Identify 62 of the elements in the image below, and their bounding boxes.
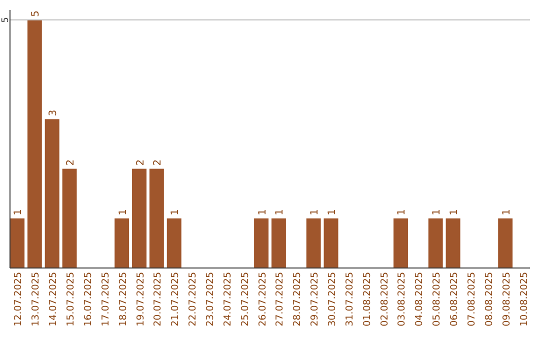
- bar: [306, 218, 321, 268]
- bar: [132, 168, 146, 268]
- data-label: 2: [66, 159, 77, 166]
- bar: [166, 218, 182, 268]
- x-tick-label: 01.08.2025: [362, 272, 373, 326]
- bar: [62, 168, 77, 268]
- x-tick-label: 25.07.2025: [240, 272, 251, 326]
- data-label: 1: [274, 209, 286, 216]
- data-label: 1: [501, 209, 512, 216]
- data-label: 2: [152, 159, 164, 166]
- x-tick-label: 12.07.2025: [13, 272, 24, 326]
- data-label: 1: [310, 209, 321, 216]
- x-tick-label: 23.07.2025: [204, 272, 216, 326]
- bar: [394, 218, 408, 268]
- x-tick-label: 22.07.2025: [188, 272, 199, 326]
- x-tick-label: 24.07.2025: [222, 272, 234, 326]
- data-label: 1: [327, 209, 338, 216]
- data-label: 1: [396, 209, 408, 216]
- x-tick-label: 15.07.2025: [66, 272, 77, 326]
- bar: [149, 168, 164, 268]
- bar: [10, 218, 24, 268]
- x-tick-label: 18.07.2025: [118, 272, 129, 326]
- bar: [446, 218, 460, 268]
- x-tick-label: 14.07.2025: [48, 272, 60, 326]
- bar: [498, 218, 513, 268]
- x-tick-label: 16.07.2025: [82, 272, 94, 326]
- x-tick-label: 04.08.2025: [414, 272, 426, 326]
- x-tick-label: 30.07.2025: [327, 272, 338, 326]
- data-label: 1: [170, 209, 182, 216]
- x-tick-label: 05.08.2025: [432, 272, 443, 326]
- bar: [114, 218, 130, 268]
- x-tick-label: 26.07.2025: [257, 272, 268, 326]
- data-label: 1: [432, 209, 443, 216]
- x-tick-label: 03.08.2025: [396, 272, 408, 326]
- data-label: 1: [449, 209, 460, 216]
- x-tick-label: 19.07.2025: [135, 272, 146, 326]
- data-label: 1: [13, 209, 24, 216]
- data-label: 1: [257, 209, 268, 216]
- bar: [324, 218, 338, 268]
- x-tick-label: 10.08.2025: [518, 272, 530, 326]
- x-tick-label: 13.07.2025: [30, 272, 42, 326]
- x-tick-label: 28.07.2025: [292, 272, 304, 326]
- data-label: 3: [48, 110, 60, 116]
- data-label: 1: [118, 209, 129, 216]
- bar: [27, 20, 42, 268]
- x-tick-label: 09.08.2025: [501, 272, 512, 326]
- bar: [428, 218, 443, 268]
- x-tick-label: 27.07.2025: [274, 272, 286, 326]
- bar: [44, 119, 60, 268]
- data-label: 2: [135, 159, 146, 166]
- x-tick-label: 06.08.2025: [449, 272, 460, 326]
- bar: [271, 218, 286, 268]
- x-tick-label: 17.07.2025: [100, 272, 112, 326]
- data-label: 5: [30, 10, 42, 17]
- x-tick-label: 02.08.2025: [379, 272, 390, 326]
- x-tick-label: 07.08.2025: [466, 272, 478, 326]
- bar: [254, 218, 269, 268]
- x-tick-label: 20.07.2025: [152, 272, 164, 326]
- x-tick-label: 31.07.2025: [344, 272, 356, 326]
- x-tick-label: 21.07.2025: [170, 272, 182, 326]
- x-tick-label: 29.07.2025: [310, 272, 321, 326]
- x-tick-label: 08.08.2025: [484, 272, 495, 326]
